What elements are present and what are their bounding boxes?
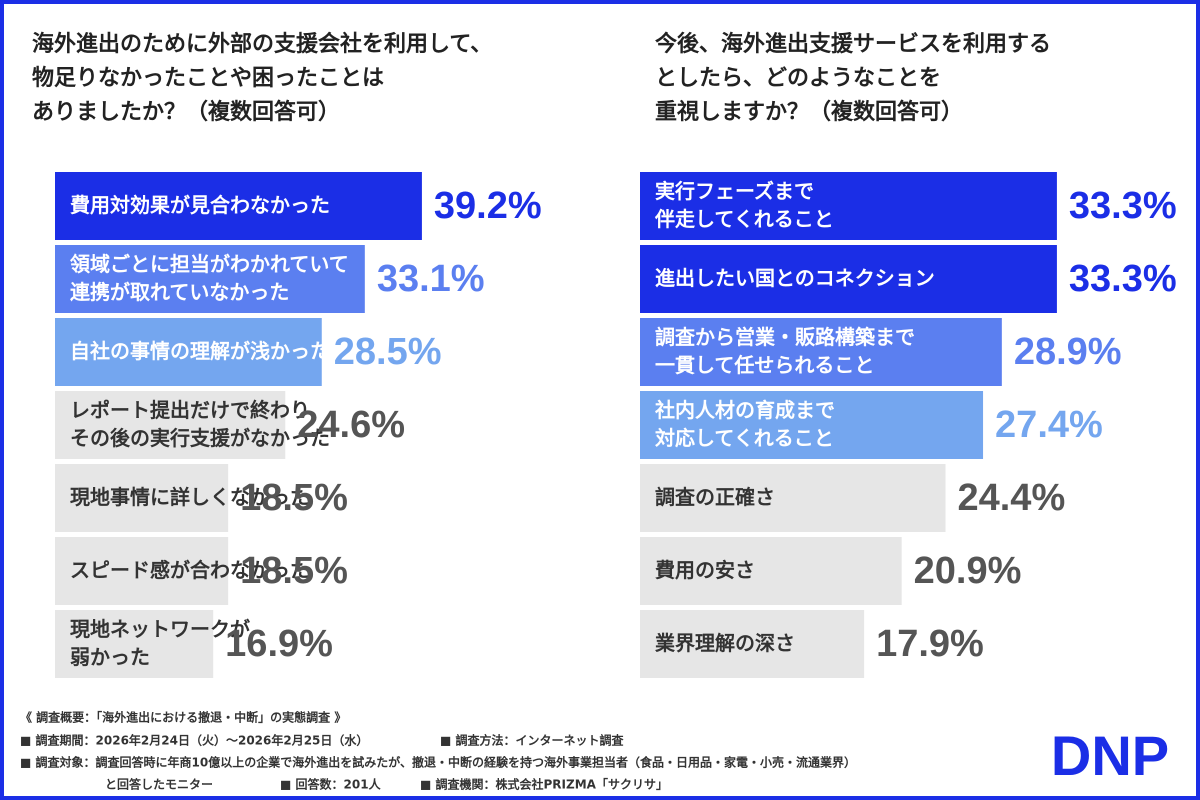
footer-period: ■ 調査期間：2026年2月24日（火）〜2026年2月25日（水） [20,733,368,748]
footer-agency: ■ 調査機関：株式会社PRIZMA「サクリサ」 [420,777,668,792]
category-label: 調査から営業・販路構築まで一貫して任せられること [655,325,915,377]
category-label: 現地事情に詳しくなかった [70,485,310,509]
footer-heading: 《 調査概要：「海外進出における撤退・中断」の実態調査 》 [20,710,346,725]
value-label: 28.5% [334,331,442,373]
value-label: 20.9% [914,550,1022,592]
bar [55,610,214,678]
bar [55,537,229,605]
bar [55,172,422,240]
value-label: 24.6% [297,404,405,446]
bar [55,391,286,459]
value-label: 16.9% [225,623,333,665]
category-label: 調査の正確さ [655,485,775,509]
bar [640,610,865,678]
value-label: 17.9% [876,623,984,665]
value-label: 18.5% [240,477,348,519]
value-label: 33.3% [1069,258,1177,300]
bar [55,318,322,386]
chart-title: 今後、海外進出支援サービスを利用するとしたら、どのようなことを重視しますか？（複… [655,31,1051,125]
bar [640,172,1057,240]
bar [640,537,902,605]
value-label: 33.3% [1069,185,1177,227]
value-label: 27.4% [995,404,1103,446]
category-label: 自社の事情の理解が浅かった [70,339,330,363]
category-label: 進出したい国とのコネクション [655,266,935,290]
category-label: 社内人材の育成まで対応してくれること [654,398,835,450]
bar [55,245,365,313]
value-label: 18.5% [240,550,348,592]
bar [640,391,984,459]
footer-responses: ■ 回答数：201人 [280,777,382,792]
bar [640,464,946,532]
bar [640,245,1057,313]
value-label: 24.4% [957,477,1065,519]
category-label: レポート提出だけで終わり、その後の実行支援がなかった [70,398,330,450]
category-label: 領域ごとに担当がわかれていて連携が取れていなかった [70,252,349,304]
value-label: 33.1% [377,258,485,300]
bar [55,464,229,532]
chart-title: 海外進出のために外部の支援会社を利用して、物足りなかったことや困ったことはありま… [32,31,492,125]
category-label: 現地ネットワークが弱かった [70,617,250,669]
logo: DNP [1051,724,1169,787]
footer-target-cont: と回答したモニター [105,777,213,792]
category-label: スピード感が合わなかった [70,558,310,582]
category-label: 業界理解の深さ [655,631,795,655]
category-label: 実行フェーズまで伴走してくれること [654,179,834,231]
footer-target: ■ 調査対象：調査回答時に年商10億以上の企業で海外進出を試みたが、撤退・中断の… [20,755,856,770]
category-label: 費用の安さ [655,558,755,582]
value-label: 28.9% [1014,331,1122,373]
footer-method: ■ 調査方法：インターネット調査 [440,733,625,748]
bar [640,318,1002,386]
value-label: 39.2% [434,185,542,227]
category-label: 費用対効果が見合わなかった [70,193,330,217]
